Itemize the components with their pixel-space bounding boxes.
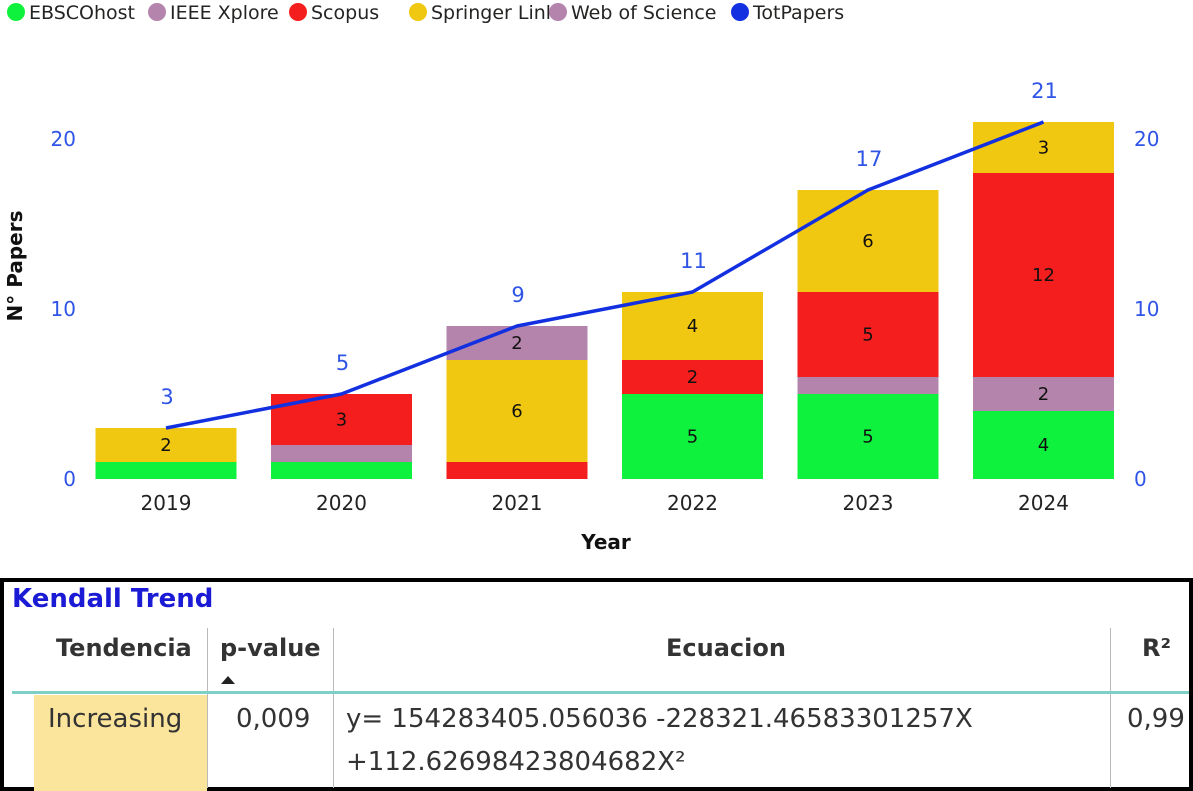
header-r2[interactable]: R² <box>1142 634 1171 662</box>
total-label-2021: 9 <box>511 283 524 307</box>
legend-swatch-springer-link <box>409 3 427 21</box>
header-pvalue[interactable]: p-value <box>220 634 321 662</box>
bars <box>95 122 1114 479</box>
bar-segment-ebscohost-2023 <box>797 394 939 479</box>
legend-swatch-web-of-science <box>549 3 567 21</box>
bar-segment-ebscohost-2020 <box>271 462 412 479</box>
legend-item-web-of-science: Web of Science <box>549 2 716 24</box>
legend-item-ebscohost: EBSCOhost <box>7 2 135 24</box>
legend-label-totpapers: TotPapers <box>752 2 844 24</box>
y-tick-left: 10 <box>51 297 76 321</box>
bar-segment-scopus-2023 <box>797 292 939 377</box>
legend-label-web-of-science: Web of Science <box>571 2 716 24</box>
total-labels: 3 5 9 11 17 21 <box>160 79 1058 409</box>
x-tick-2022: 2022 <box>667 491 718 515</box>
data-label-scopus-2020: 3 <box>336 410 347 431</box>
bar-segment-ieee-xplore-2024 <box>973 377 1114 411</box>
data-label-ebscohost-2024: 4 <box>1038 435 1049 456</box>
legend-label-ieee-xplore: IEEE Xplore <box>170 2 279 24</box>
bar-segment-ieee-xplore-2020 <box>271 445 412 462</box>
y-axis-title: N° Papers <box>3 211 27 322</box>
total-line <box>165 120 1045 430</box>
y-tick-right: 20 <box>1134 127 1159 151</box>
total-label-2022: 11 <box>680 249 707 273</box>
data-label-springer-link-2024: 3 <box>1038 138 1049 159</box>
column-divider <box>207 628 208 788</box>
x-tick-2023: 2023 <box>843 491 894 515</box>
data-label-scopus-2024: 12 <box>1032 265 1055 286</box>
x-tick-2024: 2024 <box>1018 491 1069 515</box>
cell-equation-line2: +112.62698423804682X² <box>346 747 686 777</box>
y-tick-right: 10 <box>1134 297 1159 321</box>
legend-item-totpapers: TotPapers <box>731 2 844 24</box>
bar-segment-springer-link-2021 <box>446 360 588 462</box>
line-series-totpapers <box>165 120 1045 430</box>
x-tick-2019: 2019 <box>141 491 192 515</box>
y-tick-left: 20 <box>51 127 76 151</box>
data-label-springer-link-2019: 2 <box>160 435 171 456</box>
trend-cell-highlight <box>34 695 207 791</box>
data-label-ebscohost-2022: 5 <box>687 427 698 448</box>
y-tick-right: 0 <box>1134 467 1147 491</box>
header-ecuacion[interactable]: Ecuacion <box>666 634 786 662</box>
legend-label-springer-link: Springer Link <box>431 2 557 24</box>
kendall-title: Kendall Trend <box>12 584 214 614</box>
data-label-springer-link-2023: 6 <box>862 231 873 252</box>
legend-swatch-totpapers <box>731 3 749 21</box>
data-label-scopus-2023: 5 <box>862 325 873 346</box>
bar-segment-scopus-2022 <box>622 360 763 394</box>
data-label-springer-link-2021: 6 <box>511 401 522 422</box>
legend-swatch-ebscohost <box>7 3 25 21</box>
bar-segment-scopus-2024 <box>973 173 1114 377</box>
legend: EBSCOhost IEEE Xplore Scopus Springer Link W… <box>7 2 844 24</box>
bar-segment-ebscohost-2022 <box>622 394 763 479</box>
column-divider <box>1110 628 1111 788</box>
legend-item-scopus: Scopus <box>289 2 379 24</box>
legend-swatch-scopus <box>289 3 307 21</box>
cell-equation-line1: y= 154283405.056036 -228321.46583301257X <box>346 704 973 734</box>
legend-item-springer-link: Springer Link <box>409 2 557 24</box>
legend-item-ieee-xplore: IEEE Xplore <box>148 2 279 24</box>
y-tick-left: 0 <box>63 467 76 491</box>
cell-tendencia: Increasing <box>48 704 183 734</box>
data-label-scopus-2022: 2 <box>687 367 698 388</box>
cell-r2: 0,99 <box>1127 704 1185 734</box>
column-divider <box>333 628 334 788</box>
stacked-bar-chart: EBSCOhost IEEE Xplore Scopus Springer Link W… <box>3 2 1159 554</box>
x-axis: 2019 2020 2021 2022 2023 2024 <box>141 491 1069 515</box>
legend-swatch-ieee-xplore <box>148 3 166 21</box>
total-label-2023: 17 <box>856 147 883 171</box>
data-label-web-of-science-2021: 2 <box>511 333 522 354</box>
total-label-2019: 3 <box>160 385 173 409</box>
legend-label-scopus: Scopus <box>311 2 379 24</box>
bar-segment-ieee-xplore-2023 <box>797 377 939 394</box>
total-label-2024: 21 <box>1031 79 1058 103</box>
y-axis-left: 0 10 20 <box>51 127 76 491</box>
data-label-springer-link-2022: 4 <box>687 316 698 337</box>
data-label-ebscohost-2023: 5 <box>862 427 873 448</box>
bar-segment-springer-link-2024 <box>973 122 1114 173</box>
y-axis-right: 0 10 20 <box>1134 127 1159 491</box>
x-tick-2021: 2021 <box>492 491 543 515</box>
header-divider <box>12 691 1189 694</box>
bar-segment-scopus-2021 <box>446 462 588 479</box>
x-axis-title: Year <box>580 530 631 554</box>
data-label-ieee-xplore-2024: 2 <box>1038 384 1049 405</box>
segment-labels: 2 3 6 2 5 2 4 5 5 6 4 2 12 3 <box>160 138 1055 457</box>
x-tick-2020: 2020 <box>316 491 367 515</box>
sort-ascending-icon[interactable] <box>221 676 235 684</box>
bar-segment-ebscohost-2019 <box>95 462 237 479</box>
kendall-trend-panel: Kendall Trend Tendencia p-value Ecuacion… <box>0 578 1193 791</box>
total-label-2020: 5 <box>336 351 349 375</box>
legend-label-ebscohost: EBSCOhost <box>29 2 135 24</box>
bar-segment-springer-link-2019 <box>95 428 237 462</box>
cell-pvalue: 0,009 <box>236 704 311 734</box>
bar-segment-springer-link-2023 <box>797 190 939 292</box>
header-tendencia[interactable]: Tendencia <box>56 634 192 662</box>
bar-segment-springer-link-2022 <box>622 292 763 360</box>
bar-segment-ebscohost-2024 <box>973 411 1114 479</box>
